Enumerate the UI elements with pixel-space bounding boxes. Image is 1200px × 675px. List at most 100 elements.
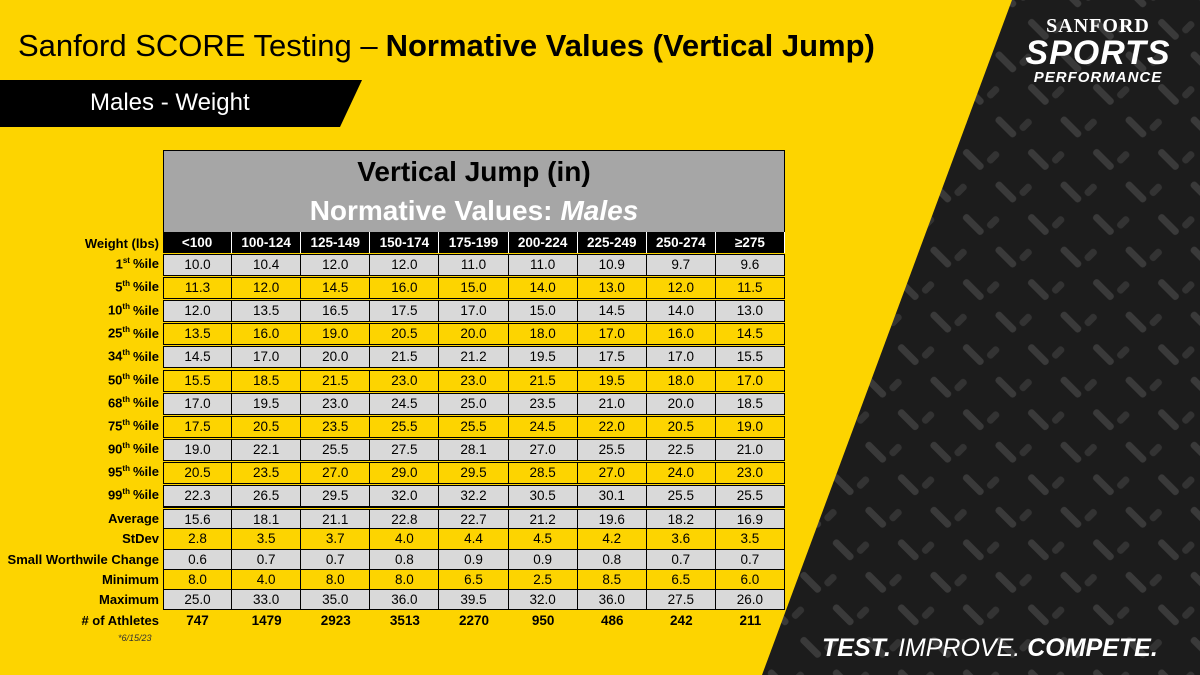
table-title: Vertical Jump (in) xyxy=(357,156,591,187)
cell: 9.6 xyxy=(715,254,785,276)
rank-label: %ile xyxy=(132,348,159,364)
cell: 6.0 xyxy=(715,569,785,591)
cell: 22.8 xyxy=(370,509,440,530)
column-header: 125-149 xyxy=(301,232,371,253)
cell: 14.5 xyxy=(577,300,647,323)
cell: 24.0 xyxy=(646,461,716,484)
cell: 4.0 xyxy=(232,569,302,591)
cell: 6.5 xyxy=(646,569,716,591)
cell: 8.5 xyxy=(577,569,647,591)
cell: 23.0 xyxy=(370,369,440,392)
cell: 35.0 xyxy=(301,590,371,611)
cell: 20.5 xyxy=(646,415,716,438)
cell: 17.0 xyxy=(577,323,647,346)
cell: 16.0 xyxy=(232,323,302,346)
rank-suffix: st xyxy=(122,256,130,265)
rank: 68 xyxy=(107,394,123,410)
cell: 15.5 xyxy=(163,369,233,392)
cell: 27.0 xyxy=(508,438,578,461)
cell: 2.5 xyxy=(508,569,578,591)
cell: 25.5 xyxy=(439,415,509,438)
cell: 242 xyxy=(670,612,693,628)
row-label: Small Worthwile Change xyxy=(7,551,159,567)
cell: 19.5 xyxy=(508,346,578,369)
rank-suffix: th xyxy=(122,371,130,381)
cell: 23.0 xyxy=(715,461,785,484)
cell: 15.0 xyxy=(439,277,509,300)
cell: 25.5 xyxy=(301,438,371,461)
corner-label: Weight (lbs) xyxy=(84,236,159,251)
subtitle: Males - Weight xyxy=(90,89,250,116)
table-subtitle-emphasis: Males xyxy=(560,195,639,226)
cell: 14.5 xyxy=(163,346,233,369)
cell: 3.6 xyxy=(646,529,716,550)
logo-bottom: PERFORMANCE xyxy=(1033,69,1163,86)
cell: 30.5 xyxy=(508,485,578,507)
cell: 30.1 xyxy=(577,485,647,507)
cell: 13.0 xyxy=(715,300,785,323)
rank-suffix: th xyxy=(122,440,130,450)
row-label: 75th %ile xyxy=(0,418,159,433)
row-label: 10th %ile xyxy=(0,302,159,317)
cell: 19.5 xyxy=(232,392,302,415)
column-header: ≥275 xyxy=(715,232,785,253)
cell: 21.0 xyxy=(577,392,647,415)
cell: 2270 xyxy=(458,612,490,628)
cell: 29.5 xyxy=(439,461,509,484)
cell: 25.5 xyxy=(370,415,440,438)
cell: 19.5 xyxy=(577,369,647,392)
cell: 3.5 xyxy=(232,529,302,550)
rank: 5 xyxy=(115,279,123,295)
tagline: TEST. IMPROVE. COMPETE. xyxy=(822,634,1158,663)
cell: 23.5 xyxy=(232,461,302,484)
cell: 14.5 xyxy=(301,277,371,300)
row-label: 50th %ile xyxy=(0,372,159,387)
cell: 17.0 xyxy=(646,346,716,369)
tagline-second: IMPROVE. xyxy=(897,634,1021,662)
table-title-box: Vertical Jump (in) Normative Values: Male… xyxy=(163,150,785,233)
cell: 27.5 xyxy=(370,438,440,461)
rank-label: %ile xyxy=(132,441,159,457)
cell: 16.0 xyxy=(646,323,716,346)
cell: 4.0 xyxy=(370,529,440,550)
cell: 12.0 xyxy=(301,254,371,276)
rank-label: %ile xyxy=(132,279,159,295)
cell: 9.7 xyxy=(646,254,716,276)
cell: 25.5 xyxy=(715,485,785,507)
column-header: 175-199 xyxy=(439,232,509,253)
cell: 21.5 xyxy=(508,369,578,392)
cell: 0.8 xyxy=(370,549,440,570)
cell: 10.9 xyxy=(577,254,647,276)
cell: 8.0 xyxy=(163,569,233,591)
row-label: 25th %ile xyxy=(0,325,159,340)
title-plain: Sanford SCORE Testing – xyxy=(18,28,378,63)
footnote: *6/15/23 xyxy=(118,633,152,643)
cell: 33.0 xyxy=(232,590,302,611)
column-header: 250-274 xyxy=(646,232,716,253)
rank-suffix: th xyxy=(122,463,130,473)
cell: 28.5 xyxy=(508,461,578,484)
cell: 19.0 xyxy=(301,323,371,346)
cell: 2923 xyxy=(320,612,351,628)
cell: 15.5 xyxy=(715,346,785,369)
rank: 34 xyxy=(107,348,123,364)
cell: 25.0 xyxy=(439,392,509,415)
tagline-third: COMPETE. xyxy=(1027,634,1158,662)
cell: 14.0 xyxy=(508,277,578,300)
row-label: StDev xyxy=(122,531,159,547)
row-label: 90th %ile xyxy=(0,441,159,456)
cell: 21.0 xyxy=(715,438,785,461)
cell: 17.0 xyxy=(439,300,509,323)
column-header: 200-224 xyxy=(508,232,578,253)
column-header: 100-124 xyxy=(232,232,302,253)
cell: 22.0 xyxy=(577,415,647,438)
cell: 4.2 xyxy=(577,529,647,550)
cell: 13.0 xyxy=(577,277,647,300)
cell: 18.5 xyxy=(715,392,785,415)
row-label: 34th %ile xyxy=(0,348,159,363)
logo-top: SANFORD xyxy=(1046,15,1150,37)
cell: 24.5 xyxy=(370,392,440,415)
table-subtitle-text: Normative Values: xyxy=(309,195,553,226)
cell: 20.0 xyxy=(439,323,509,346)
rank-label: %ile xyxy=(132,256,159,272)
